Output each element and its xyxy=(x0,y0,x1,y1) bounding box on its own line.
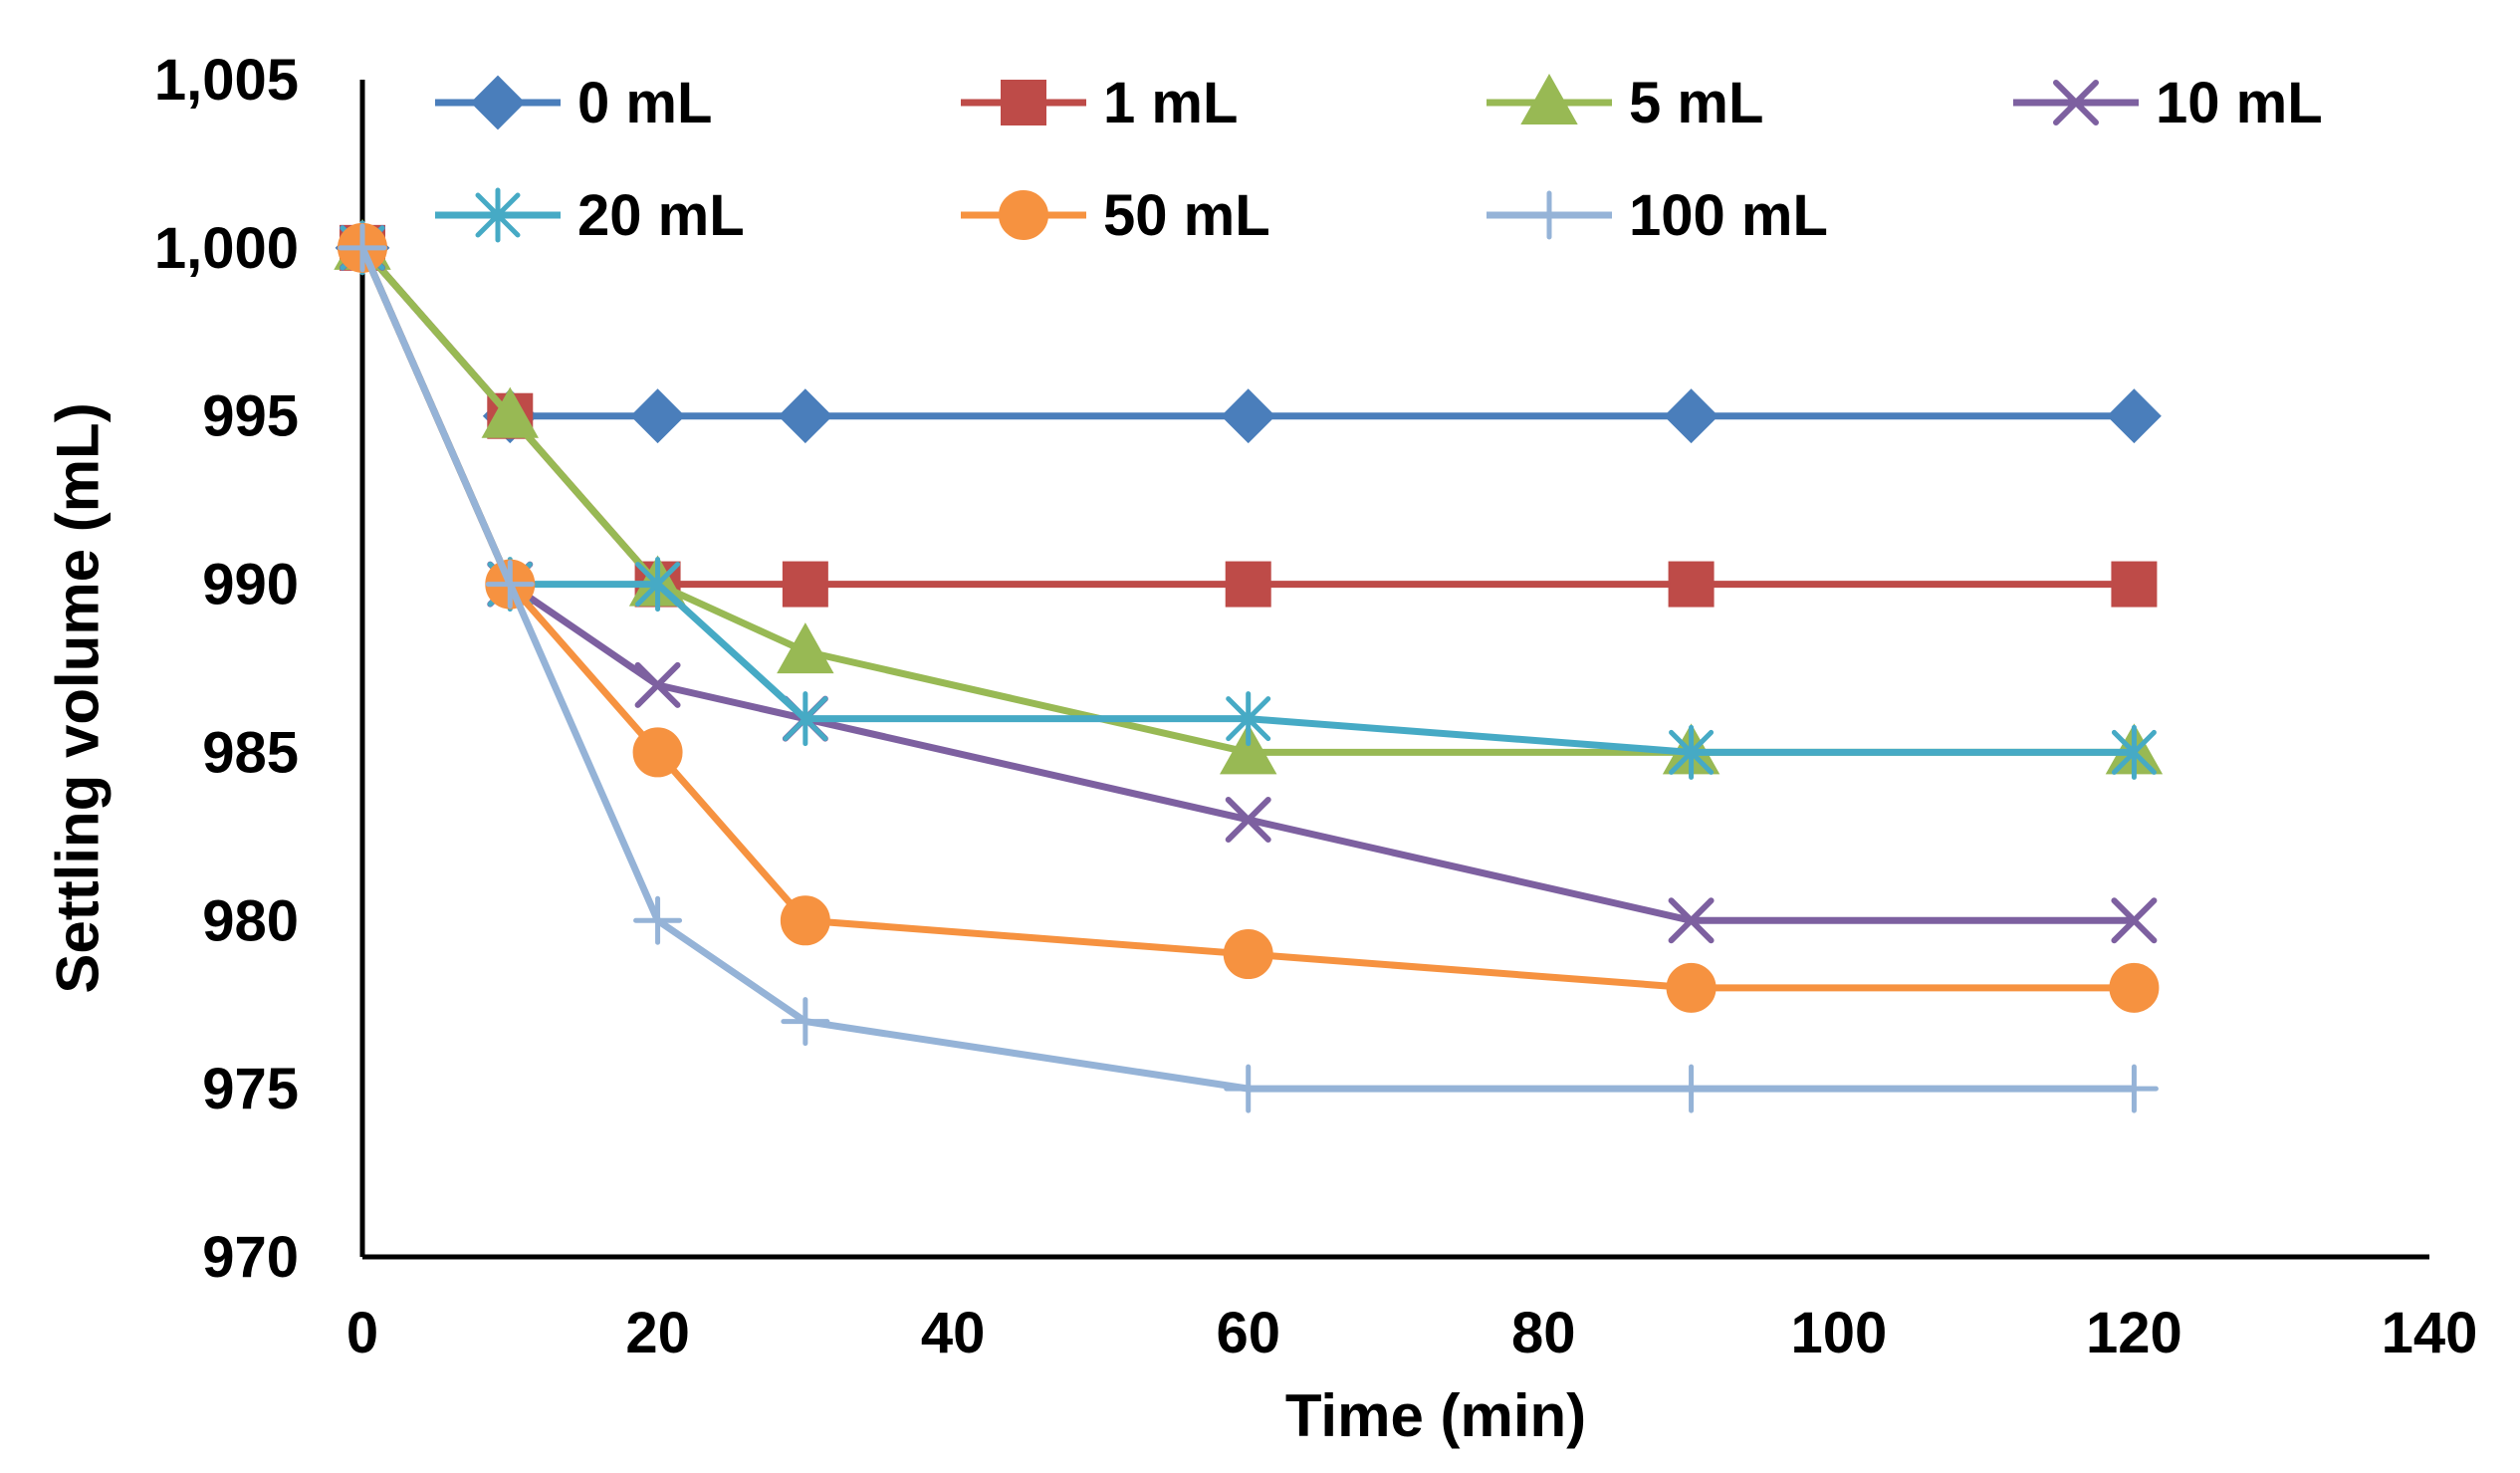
y-tick-label: 1,000 xyxy=(154,216,299,281)
legend-label: 0 mL xyxy=(577,71,712,135)
x-tick-label: 80 xyxy=(1511,1301,1576,1365)
legend-item: 100 mL xyxy=(1487,183,1828,248)
legend-marker xyxy=(1001,80,1046,125)
data-point-marker xyxy=(1220,723,1277,775)
data-point-marker xyxy=(481,386,539,438)
data-point-marker xyxy=(2111,561,2158,608)
series-line xyxy=(358,246,2135,992)
x-tick-label: 60 xyxy=(1216,1301,1280,1365)
x-tick-label: 0 xyxy=(346,1301,378,1365)
series-20-ml xyxy=(340,220,2157,780)
x-tick-label: 20 xyxy=(625,1301,690,1365)
legend-label: 1 mL xyxy=(1103,71,1238,135)
series-5-ml xyxy=(334,218,2164,775)
data-point-marker xyxy=(485,560,535,610)
tick-labels: 970 975 980 985 990 995 1,000 1,005 0 20 40 60 80 100… xyxy=(154,48,2478,1365)
data-point-marker xyxy=(630,388,685,444)
data-point-marker xyxy=(1223,929,1273,980)
legend-label: 10 mL xyxy=(2156,71,2323,135)
data-point-marker xyxy=(2111,897,2158,944)
data-point-marker xyxy=(780,895,830,946)
x-tick-label: 100 xyxy=(1790,1301,1887,1365)
data-point-marker xyxy=(778,388,833,444)
y-tick-label: 1,005 xyxy=(154,48,299,113)
data-point-marker xyxy=(1221,388,1276,444)
data-point-marker xyxy=(1225,796,1271,843)
x-axis-title: Time (min) xyxy=(1285,1382,1586,1449)
series-line xyxy=(358,246,2135,756)
data-point-marker xyxy=(338,223,387,273)
data-point-marker xyxy=(633,895,683,945)
data-point-marker xyxy=(1664,388,1718,444)
data-point-marker xyxy=(1669,724,1715,780)
data-point-marker xyxy=(2107,388,2162,444)
data-point-marker xyxy=(1225,561,1271,608)
series-0-ml xyxy=(335,220,2162,444)
legend-item: 5 mL xyxy=(1487,71,1763,135)
data-point-marker xyxy=(1226,691,1271,747)
data-point-marker xyxy=(783,691,828,747)
legend: 0 mL 1 mL 5 mL 10 mL 20 mL 50 mL 100 mL xyxy=(435,71,2323,248)
series-100-ml xyxy=(338,223,2159,1113)
y-tick-label: 985 xyxy=(202,720,299,785)
series-50-ml xyxy=(338,222,2160,1013)
y-tick-label: 975 xyxy=(202,1057,299,1121)
x-tick-label: 40 xyxy=(921,1301,986,1365)
legend-item: 10 mL xyxy=(2013,71,2323,135)
y-tick-label: 990 xyxy=(202,553,299,617)
y-tick-label: 995 xyxy=(202,384,299,449)
data-point-marker xyxy=(1667,1064,1717,1113)
data-point-marker xyxy=(781,997,830,1047)
legend-label: 20 mL xyxy=(577,183,745,248)
legend-marker xyxy=(470,75,526,130)
legend-marker xyxy=(1524,190,1574,240)
legend-marker xyxy=(2053,80,2099,125)
data-point-marker xyxy=(1224,1064,1273,1113)
legend-marker xyxy=(999,190,1048,240)
series-lines xyxy=(334,218,2164,1113)
data-point-marker xyxy=(777,622,834,674)
legend-item: 1 mL xyxy=(961,71,1238,135)
data-point-marker xyxy=(2109,962,2160,1013)
y-tick-label: 980 xyxy=(202,888,299,953)
y-tick-label: 970 xyxy=(202,1225,299,1290)
legend-marker xyxy=(475,187,521,243)
series-line xyxy=(359,245,2135,756)
legend-item: 20 mL xyxy=(435,183,745,248)
x-tick-label: 120 xyxy=(2086,1301,2182,1365)
data-point-marker xyxy=(1666,962,1717,1013)
data-point-marker xyxy=(1668,561,1715,608)
data-point-marker xyxy=(635,557,681,613)
legend-label: 100 mL xyxy=(1629,183,1828,248)
legend-marker xyxy=(1520,73,1578,124)
data-point-marker xyxy=(782,561,828,608)
data-point-marker xyxy=(1668,897,1715,944)
data-point-marker xyxy=(2109,1064,2159,1113)
legend-label: 50 mL xyxy=(1103,183,1270,248)
legend-item: 0 mL xyxy=(435,71,712,135)
data-point-marker xyxy=(634,661,681,708)
data-point-marker xyxy=(2111,724,2157,780)
axes xyxy=(359,80,2429,1260)
data-point-marker xyxy=(632,727,683,778)
y-axis-title: Settling volume (mL) xyxy=(45,402,112,993)
legend-item: 50 mL xyxy=(961,183,1270,248)
x-tick-label: 140 xyxy=(2382,1301,2478,1365)
legend-label: 5 mL xyxy=(1629,71,1763,135)
